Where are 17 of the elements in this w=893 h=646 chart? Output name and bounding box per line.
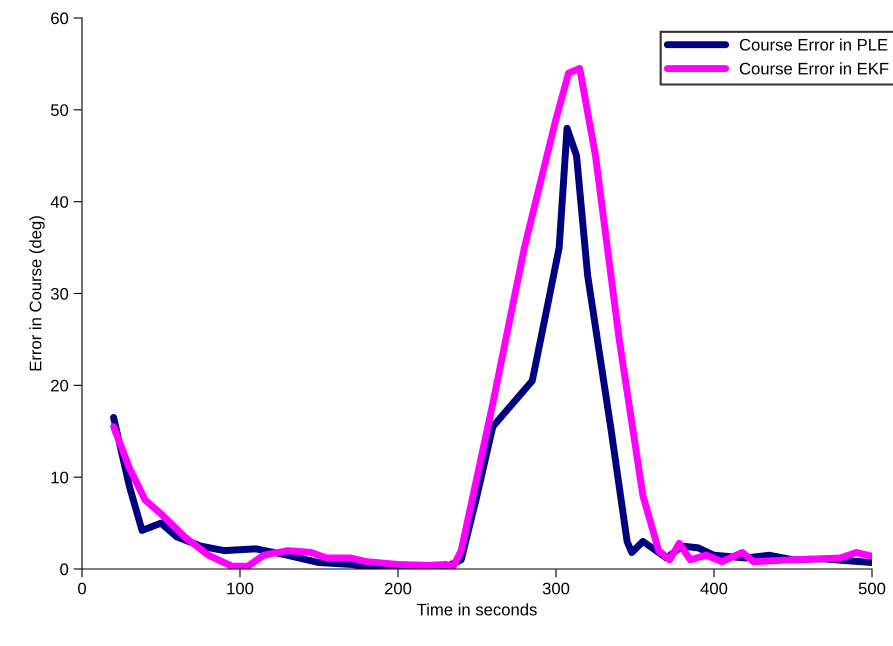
x-tick-label: 400 [700, 582, 728, 594]
x-tick-label: 100 [227, 582, 254, 594]
y-tick-label: 20 [51, 380, 68, 392]
legend-label: Course Error in EKF [740, 62, 888, 75]
y-tick-label: 40 [50, 196, 68, 208]
x-tick-label: 300 [542, 582, 570, 594]
y-tick-label: 0 [60, 563, 68, 576]
legend-label: Course Error in PLE [740, 38, 888, 51]
y-tick-label: 10 [52, 472, 68, 484]
y-tick-label: 30 [50, 288, 68, 300]
y-axis-title: Error in Course (deg) [29, 216, 45, 370]
y-tick-label: 50 [50, 104, 68, 116]
x-tick-label: 500 [858, 582, 886, 594]
x-tick-label: 0 [78, 582, 86, 594]
y-tick-label: 60 [51, 12, 68, 24]
x-axis-title: Time in seconds [417, 603, 537, 616]
x-tick-label: 200 [384, 582, 412, 594]
